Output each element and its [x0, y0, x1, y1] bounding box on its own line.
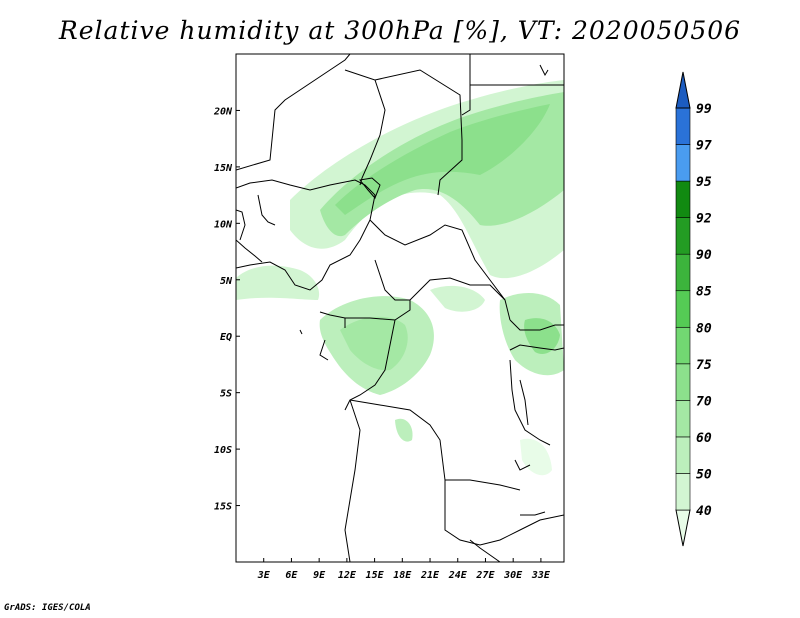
- chart-title: Relative humidity at 300hPa [%], VT: 202…: [58, 16, 742, 45]
- lat-tick-label: EQ: [220, 332, 232, 343]
- lon-tick-label: 3E: [257, 570, 271, 581]
- colorbar-box: [675, 363, 691, 401]
- lon-tick-label: 21E: [420, 570, 440, 581]
- colorbar-label: 90: [696, 248, 712, 263]
- lon-tick-label: 9E: [313, 570, 326, 581]
- lat-tick-label: 10S: [214, 445, 232, 456]
- lon-tick-label: 24E: [448, 570, 468, 581]
- lat-tick-label: 5N: [220, 276, 233, 287]
- humidity-congo-inner: [340, 316, 408, 371]
- humidity-band-inner: [335, 104, 550, 215]
- lon-tick-label: 30E: [503, 570, 523, 581]
- humidity-southern-patch: [395, 418, 413, 442]
- humidity-shading: [236, 80, 564, 476]
- humidity-gulf-guinea: [236, 265, 320, 300]
- colorbar-box: [675, 107, 691, 145]
- lon-tick-label: 18E: [393, 570, 412, 581]
- colorbar-label: 60: [696, 431, 712, 446]
- colorbar-label: 70: [696, 394, 712, 409]
- colorbar-label: 97: [696, 139, 712, 154]
- humidity-central-patch: [430, 285, 485, 312]
- colorbar-box: [675, 473, 691, 511]
- colorbar-box: [675, 400, 691, 438]
- colorbar-label: 85: [696, 285, 712, 300]
- colorbar-label: 80: [696, 321, 712, 336]
- colorbar-label: 92: [696, 212, 712, 227]
- country-borders: [236, 54, 564, 562]
- colorbar-label: 99: [696, 102, 712, 117]
- map-frame: [235, 53, 565, 563]
- colorbar: 40 50 60 70 75 80 85 90 92 95 97 99: [675, 71, 712, 547]
- lat-tick-label: 10N: [214, 219, 233, 230]
- colorbar-label: 75: [696, 358, 712, 373]
- colorbar-box: [675, 180, 691, 218]
- colorbar-box: [675, 326, 691, 365]
- colorbar-label: 40: [696, 504, 712, 519]
- lon-tick-label: 27E: [475, 570, 495, 581]
- colorbar-under-arrow: [675, 509, 691, 547]
- colorbar-over-arrow: [675, 71, 691, 109]
- lat-tick-label: 5S: [220, 389, 232, 400]
- colorbar-label: 95: [696, 175, 712, 190]
- colorbar-box: [675, 144, 691, 182]
- lon-tick-label: 6E: [285, 570, 298, 581]
- grads-credit: GrADS: IGES/COLA: [4, 603, 91, 613]
- lat-tick-label: 20N: [213, 106, 233, 117]
- colorbar-box: [675, 290, 691, 328]
- lat-tick-label: 15S: [214, 502, 232, 513]
- lon-tick-label: 15E: [366, 570, 385, 581]
- lat-tick-label: 15N: [214, 163, 233, 174]
- humidity-east-inner: [524, 318, 560, 355]
- lon-tick-label: 12E: [338, 570, 357, 581]
- latitude-axis: 20N 15N 10N 5N EQ 5S 10S 15S: [213, 106, 240, 513]
- colorbar-label: 50: [696, 467, 712, 482]
- colorbar-box: [675, 436, 691, 474]
- colorbar-box: [675, 253, 691, 292]
- longitude-axis: 3E 6E 9E 12E 15E 18E 21E 24E 27E 30E 33E: [257, 558, 551, 581]
- lon-tick-label: 33E: [531, 570, 551, 581]
- colorbar-box: [675, 217, 691, 255]
